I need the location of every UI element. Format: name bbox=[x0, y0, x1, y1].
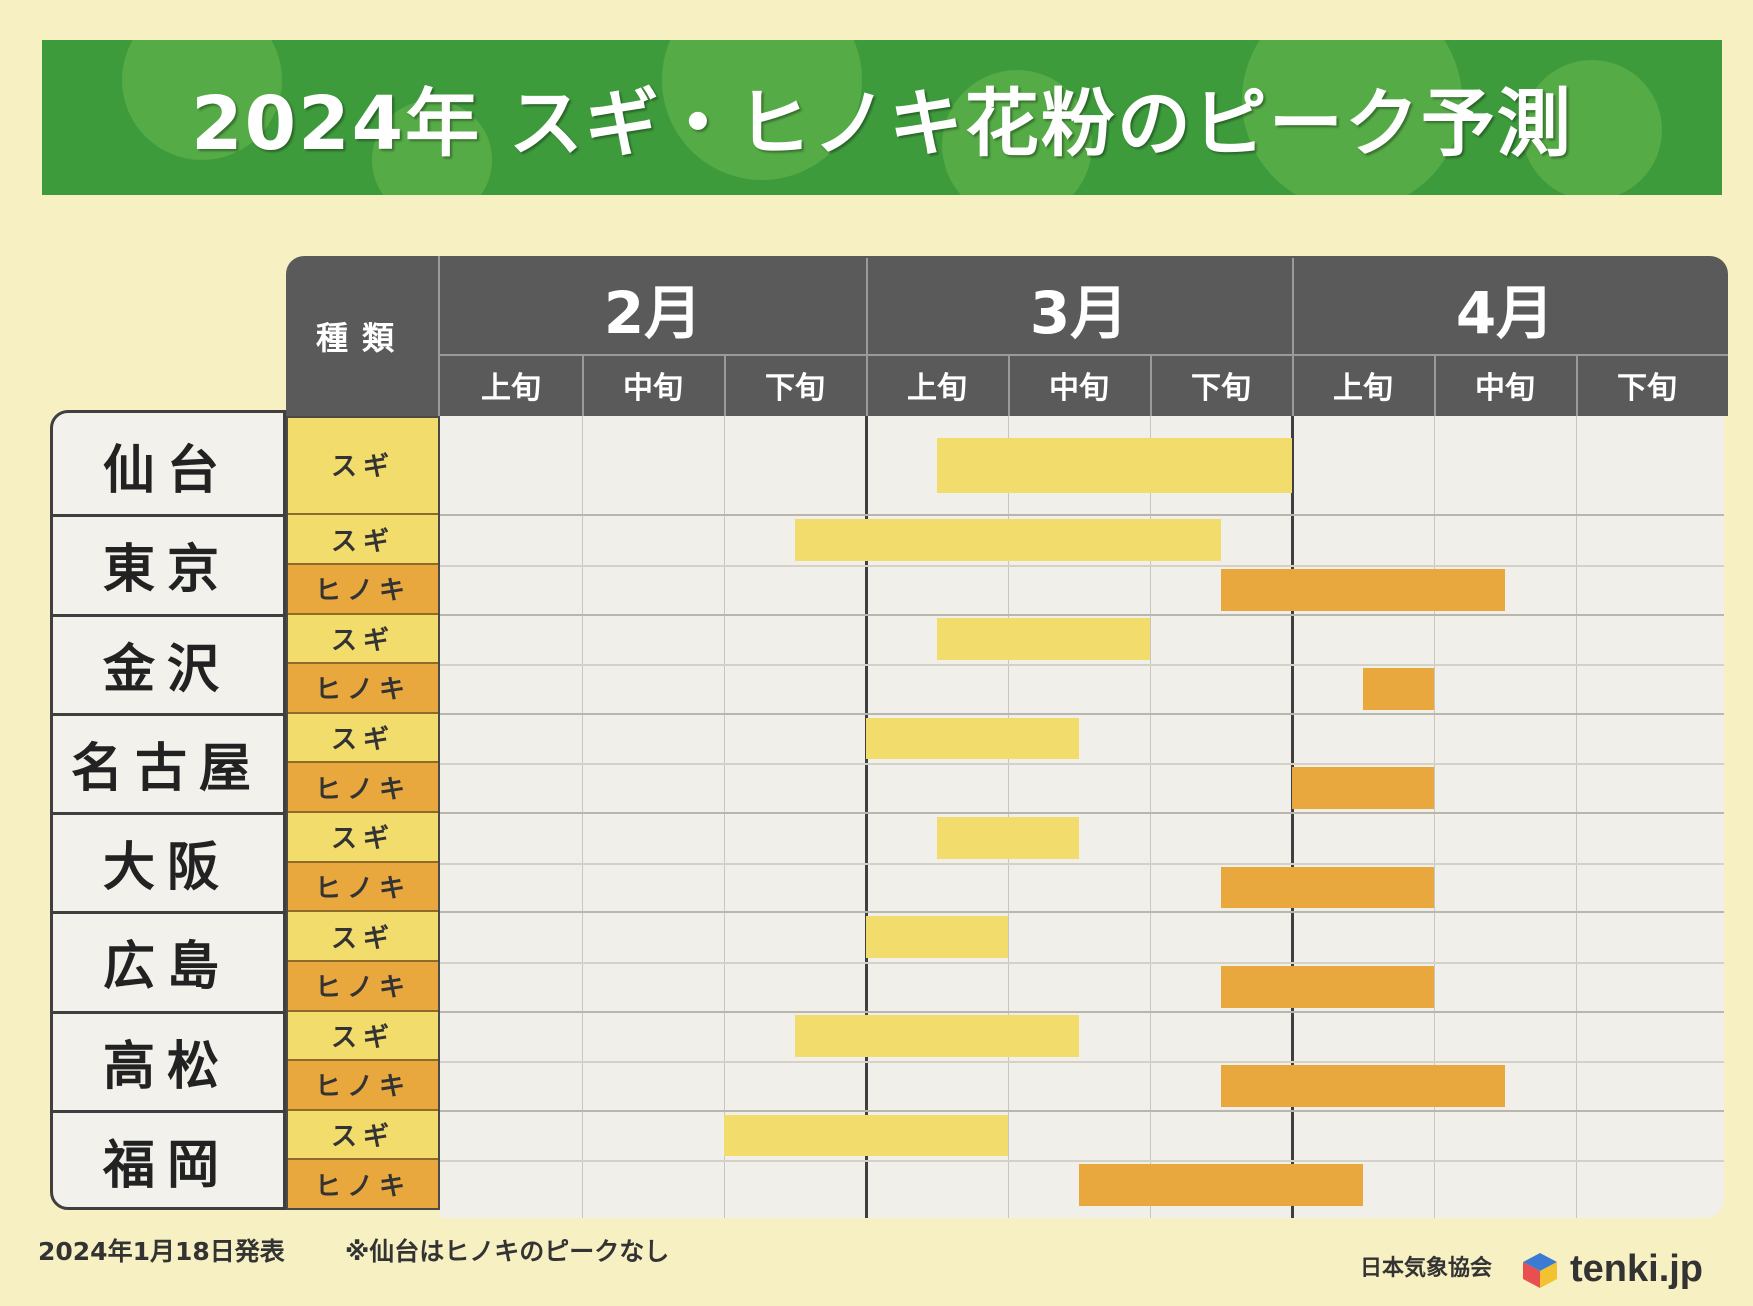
period-divider bbox=[1434, 416, 1435, 1218]
period-label: 中旬 bbox=[1049, 371, 1109, 406]
header-column-divider bbox=[582, 354, 584, 416]
header-column-divider bbox=[1292, 258, 1294, 416]
type-cell: スギ bbox=[286, 416, 440, 516]
bar-hinoki bbox=[1221, 1065, 1505, 1107]
type-cell: ヒノキ bbox=[286, 1160, 440, 1210]
bar-hinoki bbox=[1292, 767, 1434, 810]
bar-sugi bbox=[937, 816, 1079, 859]
period-label: 下旬 bbox=[1617, 371, 1677, 406]
month-label: 2月 bbox=[603, 279, 703, 347]
month-label: 4月 bbox=[1455, 279, 1555, 347]
tenki-logo-icon bbox=[1523, 1252, 1557, 1288]
city-label: 仙台 bbox=[102, 441, 231, 502]
release-date: 2024年1月18日発表 bbox=[38, 1237, 285, 1266]
bar-sugi bbox=[795, 519, 1221, 561]
period-label: 下旬 bbox=[1191, 371, 1251, 406]
bar-sugi bbox=[937, 437, 1292, 494]
type-cell: ヒノキ bbox=[286, 961, 440, 1012]
row-divider bbox=[440, 1010, 1724, 1013]
city-label: 金沢 bbox=[102, 639, 231, 700]
type-cell: スギ bbox=[286, 912, 440, 962]
bar-sugi bbox=[724, 1114, 1008, 1157]
period-label: 下旬 bbox=[765, 371, 825, 406]
row-divider bbox=[440, 613, 1724, 616]
sub-row-divider bbox=[440, 564, 1724, 567]
sub-row-divider bbox=[440, 664, 1724, 667]
type-cell: ヒノキ bbox=[286, 1061, 440, 1111]
page-title: 2024年 スギ・ヒノキ花粉のピーク予測 bbox=[191, 81, 1573, 167]
bar-hinoki bbox=[1221, 866, 1434, 909]
brand-logo[interactable]: tenki.jp bbox=[1520, 1248, 1703, 1291]
type-cell: ヒノキ bbox=[286, 862, 440, 913]
city-label: 東京 bbox=[102, 540, 231, 601]
organization: 日本気象協会 bbox=[1360, 1256, 1493, 1281]
period-label: 上旬 bbox=[481, 371, 541, 406]
bar-hinoki bbox=[1221, 568, 1505, 611]
bar-sugi bbox=[866, 717, 1079, 760]
type-column-header: 種類 bbox=[286, 256, 440, 416]
type-cell: スギ bbox=[286, 713, 440, 764]
bar-sugi bbox=[937, 618, 1150, 661]
period-divider bbox=[1576, 416, 1577, 1218]
period-divider bbox=[582, 416, 583, 1218]
month-divider bbox=[1291, 416, 1294, 1218]
period-label: 上旬 bbox=[1333, 371, 1393, 406]
type-cell: スギ bbox=[286, 1110, 440, 1161]
city-label: 大阪 bbox=[102, 838, 231, 899]
sub-row-divider bbox=[440, 763, 1724, 766]
period-label: 中旬 bbox=[1475, 371, 1535, 406]
sub-row-divider bbox=[440, 1160, 1724, 1163]
header-divider bbox=[440, 354, 1728, 356]
city-divider bbox=[52, 911, 284, 915]
city-divider bbox=[52, 1010, 284, 1014]
type-cell: スギ bbox=[286, 614, 440, 665]
row-divider bbox=[440, 1109, 1724, 1112]
row-divider bbox=[440, 712, 1724, 715]
city-label: 広島 bbox=[102, 937, 231, 998]
footnote: ※仙台はヒノキのピークなし bbox=[345, 1237, 670, 1266]
city-label: 高松 bbox=[102, 1036, 231, 1097]
header-column-divider bbox=[724, 354, 726, 416]
city-divider bbox=[52, 1109, 284, 1113]
row-divider bbox=[440, 911, 1724, 914]
row-divider bbox=[440, 812, 1724, 814]
header-column-divider bbox=[1150, 354, 1152, 416]
city-divider bbox=[52, 613, 284, 617]
month-label: 3月 bbox=[1029, 279, 1129, 347]
city-label: 名古屋 bbox=[70, 738, 263, 799]
city-divider bbox=[52, 514, 284, 518]
sub-row-divider bbox=[440, 862, 1724, 865]
brand-name: tenki.jp bbox=[1570, 1248, 1704, 1290]
period-label: 中旬 bbox=[623, 371, 683, 406]
month-divider bbox=[865, 416, 868, 1218]
period-label: 上旬 bbox=[907, 371, 967, 406]
type-cell: ヒノキ bbox=[286, 664, 440, 714]
bar-sugi bbox=[866, 916, 1008, 958]
row-divider bbox=[440, 514, 1724, 517]
type-cell: ヒノキ bbox=[286, 564, 440, 615]
period-divider bbox=[724, 416, 725, 1218]
period-divider bbox=[1150, 416, 1151, 1218]
title-banner: 2024年 スギ・ヒノキ花粉のピーク予測 bbox=[42, 40, 1722, 195]
bar-hinoki bbox=[1363, 668, 1434, 710]
header-column-divider bbox=[866, 258, 868, 416]
table-header bbox=[286, 256, 1728, 416]
header-column-divider bbox=[1576, 354, 1578, 416]
type-cell: ヒノキ bbox=[286, 763, 440, 813]
header-column-divider bbox=[1008, 354, 1010, 416]
bar-hinoki bbox=[1221, 965, 1434, 1008]
type-cell: スギ bbox=[286, 515, 440, 565]
city-column bbox=[50, 410, 286, 1210]
header-column-divider bbox=[1434, 354, 1436, 416]
bar-sugi bbox=[795, 1015, 1079, 1058]
city-divider bbox=[52, 812, 284, 815]
type-cell: スギ bbox=[286, 1011, 440, 1062]
type-cell: スギ bbox=[286, 813, 440, 863]
city-label: 福岡 bbox=[102, 1135, 231, 1196]
sub-row-divider bbox=[440, 1061, 1724, 1064]
sub-row-divider bbox=[440, 961, 1724, 964]
city-divider bbox=[52, 712, 284, 716]
bar-hinoki bbox=[1079, 1164, 1363, 1207]
